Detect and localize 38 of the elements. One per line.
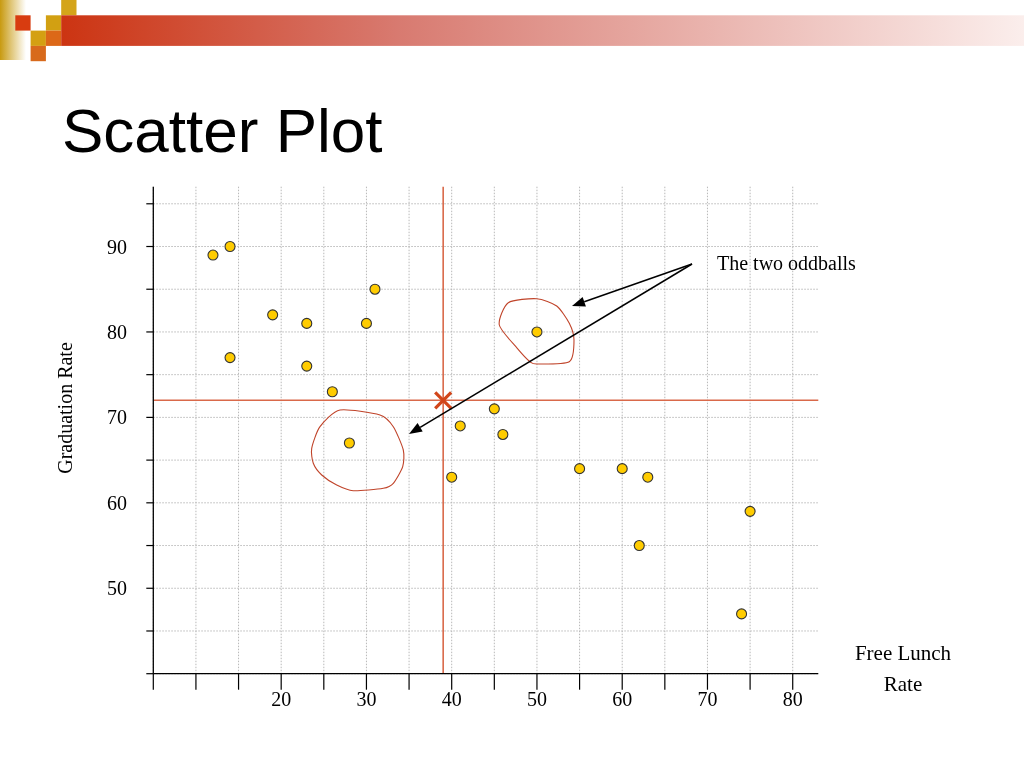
point — [343, 437, 355, 449]
point — [224, 352, 236, 364]
point — [497, 428, 509, 441]
point — [224, 240, 236, 253]
point — [360, 317, 372, 329]
point — [488, 403, 500, 415]
x-tick-label: 20 — [271, 688, 292, 710]
x-tick-label: 70 — [697, 688, 718, 710]
y-tick-label: 50 — [107, 577, 127, 600]
point — [574, 463, 586, 475]
x-tick-label: 40 — [441, 688, 462, 710]
point — [446, 471, 458, 483]
chart-title: Scatter Plot — [62, 96, 383, 165]
point — [267, 309, 279, 321]
y-axis-title: Graduation Rate — [54, 342, 76, 474]
point — [301, 360, 313, 372]
y-tick-label: 90 — [107, 235, 127, 258]
point — [433, 390, 453, 410]
annotation: The two oddballs — [717, 252, 857, 274]
x-tick-label: 50 — [526, 688, 547, 710]
x-tick-label: 80 — [782, 688, 803, 710]
point — [454, 420, 466, 432]
point — [633, 539, 645, 552]
point — [301, 317, 313, 329]
point — [326, 386, 338, 398]
x-tick-label: 60 — [612, 688, 633, 710]
point — [531, 326, 543, 338]
x-tick-label: 30 — [356, 688, 377, 710]
point — [642, 471, 654, 483]
x-axis-title: Free Lunch Rate — [854, 641, 952, 696]
point — [207, 249, 219, 261]
y-tick-label: 60 — [107, 491, 127, 514]
point — [744, 505, 756, 517]
point — [736, 608, 748, 620]
y-tick-label: 80 — [107, 320, 127, 343]
point — [616, 463, 628, 475]
point — [369, 283, 381, 295]
y-tick-label: 70 — [107, 406, 127, 429]
